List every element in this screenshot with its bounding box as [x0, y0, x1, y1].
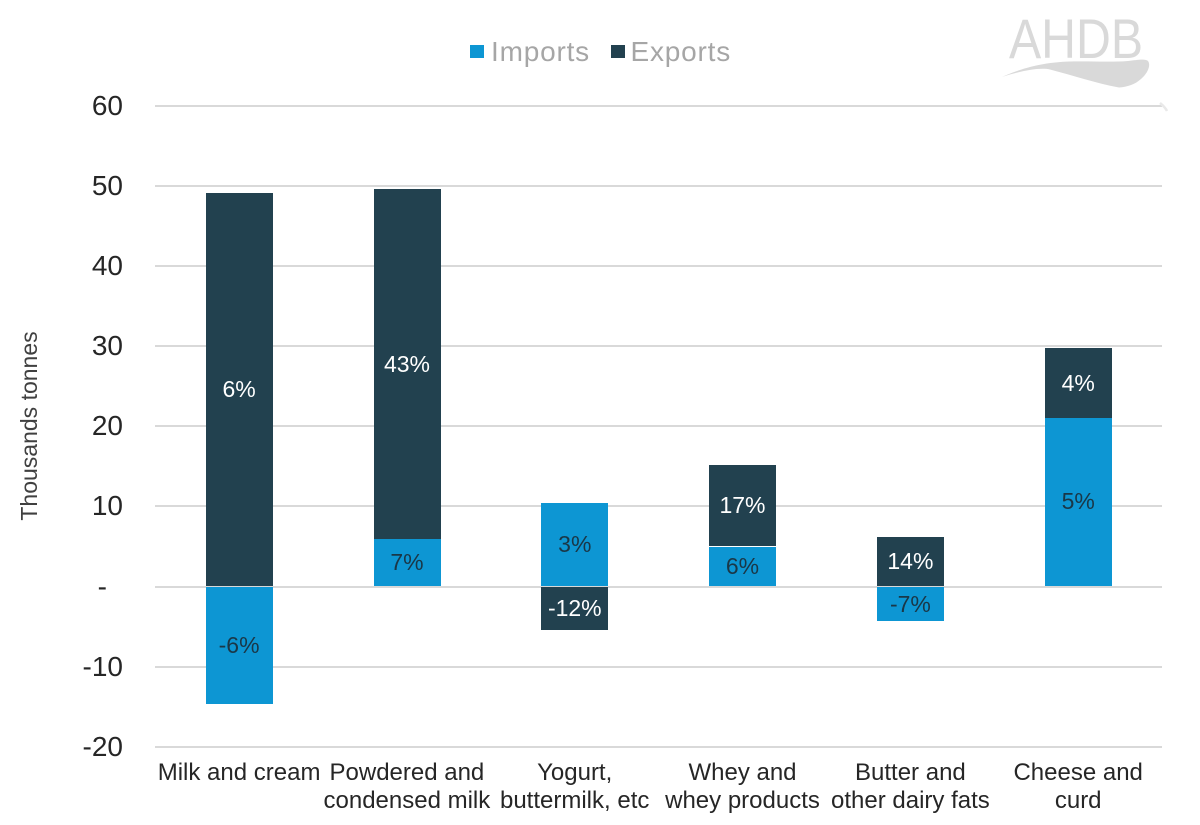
svg-text:AHDB: AHDB — [1009, 8, 1143, 70]
